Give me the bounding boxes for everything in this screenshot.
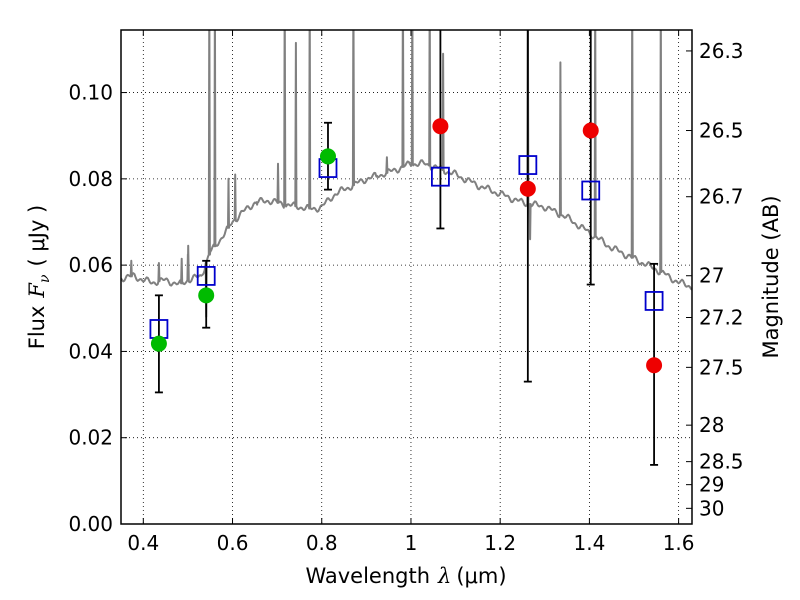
data-point-marker <box>519 180 536 197</box>
right-tick-label: 28.5 <box>699 450 744 474</box>
x-tick-label: 0.8 <box>306 531 338 555</box>
x-tick-label: 0.6 <box>217 531 249 555</box>
x-tick-label: 1.2 <box>484 531 516 555</box>
right-tick-label: 26.5 <box>699 119 744 143</box>
right-tick-label: 28 <box>699 413 724 437</box>
x-tick-label: 1.6 <box>663 531 695 555</box>
model-spectrum-line <box>121 30 692 318</box>
right-tick-label: 26.7 <box>699 185 744 209</box>
plot-frame <box>120 29 693 525</box>
x-tick-label: 1.4 <box>573 531 605 555</box>
model-square-marker <box>644 291 664 311</box>
model-square-marker <box>581 180 601 201</box>
y-tick-label: 0.00 <box>68 512 113 536</box>
y-tick-label: 0.04 <box>68 339 113 363</box>
data-point-marker <box>319 148 336 165</box>
data-point-marker <box>150 335 167 352</box>
right-tick-label: 30 <box>699 496 724 520</box>
right-tick-label: 29 <box>699 473 724 497</box>
right-axis-label: Magnitude (AB) <box>759 195 783 358</box>
right-tick-label: 27.2 <box>699 305 744 329</box>
data-point-marker <box>198 287 215 304</box>
right-tick-label: 27 <box>699 264 724 288</box>
data-point-marker <box>432 118 449 135</box>
y-axis-label: FluxFν( μJy ) <box>25 205 53 349</box>
data-markers <box>149 30 664 466</box>
model-square-marker <box>518 155 538 175</box>
right-tick-label: 27.5 <box>699 355 744 379</box>
y-tick-label: 0.10 <box>68 81 113 105</box>
model-spectrum <box>121 30 692 318</box>
axis-ticks: 0.4 0.6 0.8 1 1.2 1.4 1.6 0.00 0.02 0.04 0.06 0.08 0… <box>68 30 744 555</box>
model-square-marker <box>431 166 450 187</box>
data-point-marker <box>646 357 663 374</box>
model-square-marker <box>196 266 216 286</box>
right-tick-label: 26.3 <box>699 39 744 63</box>
y-tick-label: 0.02 <box>68 426 113 450</box>
y-tick-label: 0.08 <box>68 167 113 191</box>
x-axis-label: Wavelength λ (μm) <box>305 564 506 588</box>
data-point-marker <box>582 122 599 139</box>
x-tick-label: 0.4 <box>127 531 159 555</box>
x-tick-label: 1 <box>405 531 418 555</box>
y-tick-label: 0.06 <box>68 253 113 277</box>
